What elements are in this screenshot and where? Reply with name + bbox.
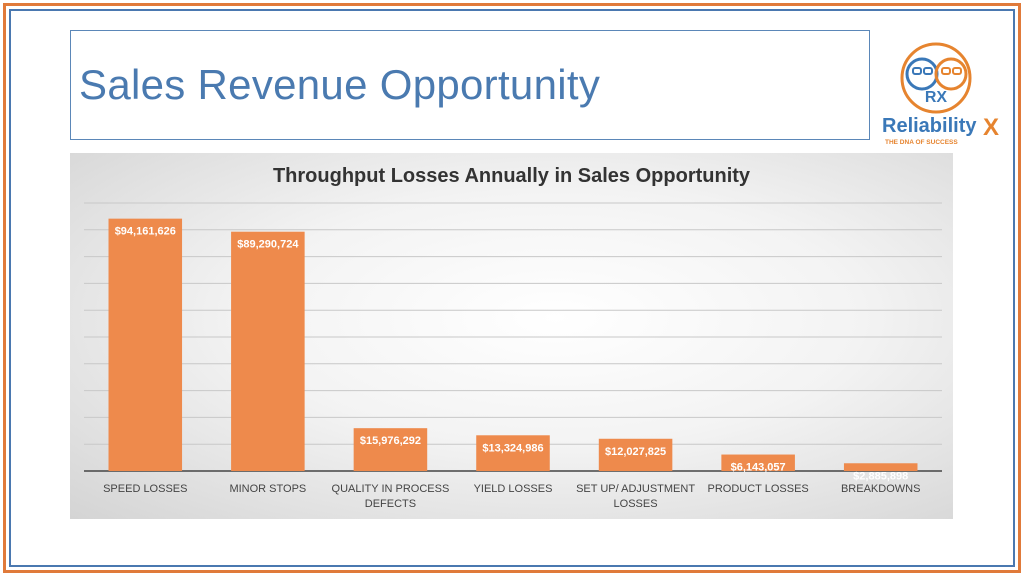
data-label: $12,027,825 bbox=[605, 446, 666, 458]
data-label: $6,143,057 bbox=[731, 462, 786, 474]
category-label: PRODUCT LOSSES bbox=[708, 483, 809, 495]
category-label: BREAKDOWNS bbox=[841, 483, 920, 495]
slide-frame-outer bbox=[3, 3, 1021, 573]
bars bbox=[108, 218, 918, 471]
bar-chart: $94,161,626 $89,290,724 $15,976,292 $13,324… bbox=[84, 202, 942, 510]
logo-tagline: THE DNA OF SUCCESS bbox=[885, 139, 958, 146]
logo-face-left-icon bbox=[905, 57, 939, 91]
chart-panel: Throughput Losses Annually in Sales Oppo… bbox=[70, 153, 953, 519]
logo-brand-x: X bbox=[983, 114, 999, 141]
logo-monogram: RX bbox=[925, 89, 948, 106]
data-label: $13,324,986 bbox=[482, 442, 543, 454]
category-label: DEFECTS bbox=[365, 498, 416, 510]
bar bbox=[843, 463, 918, 471]
data-label: $89,290,724 bbox=[237, 239, 299, 251]
category-label: SET UP/ ADJUSTMENT bbox=[576, 483, 695, 495]
data-label: $15,976,292 bbox=[360, 435, 421, 447]
gridlines bbox=[84, 202, 942, 472]
category-labels: SPEED LOSSES MINOR STOPS QUALITY IN PROCES… bbox=[103, 483, 920, 510]
bar bbox=[598, 438, 673, 471]
category-label: QUALITY IN PROCESS bbox=[332, 483, 450, 495]
bar bbox=[476, 435, 550, 471]
data-label: $94,161,626 bbox=[115, 226, 176, 238]
category-label: SPEED LOSSES bbox=[103, 483, 187, 495]
category-label: MINOR STOPS bbox=[229, 483, 306, 495]
slide-frame-inner bbox=[9, 9, 1015, 567]
data-labels: $94,161,626 $89,290,724 $15,976,292 $13,324… bbox=[115, 226, 909, 483]
bar bbox=[353, 428, 428, 471]
category-label: LOSSES bbox=[614, 498, 658, 510]
logo-face-right-icon bbox=[934, 57, 968, 91]
logo-brand-main: Reliability bbox=[882, 115, 977, 137]
chart-title: Throughput Losses Annually in Sales Oppo… bbox=[272, 165, 751, 187]
data-label: $2,885,898 bbox=[853, 470, 908, 482]
company-logo: RX Reliability X THE DNA OF SUCCESS bbox=[880, 34, 1010, 154]
bar bbox=[108, 218, 183, 471]
category-label: YIELD LOSSES bbox=[474, 483, 553, 495]
logo-graphic: RX Reliability X THE DNA OF SUCCESS bbox=[882, 42, 999, 146]
slide-title: Sales Revenue Opportunity bbox=[79, 61, 601, 108]
bar bbox=[721, 454, 795, 471]
title-box: Sales Revenue Opportunity bbox=[70, 30, 870, 140]
logo-ring-icon bbox=[900, 42, 972, 114]
bar bbox=[231, 231, 305, 471]
